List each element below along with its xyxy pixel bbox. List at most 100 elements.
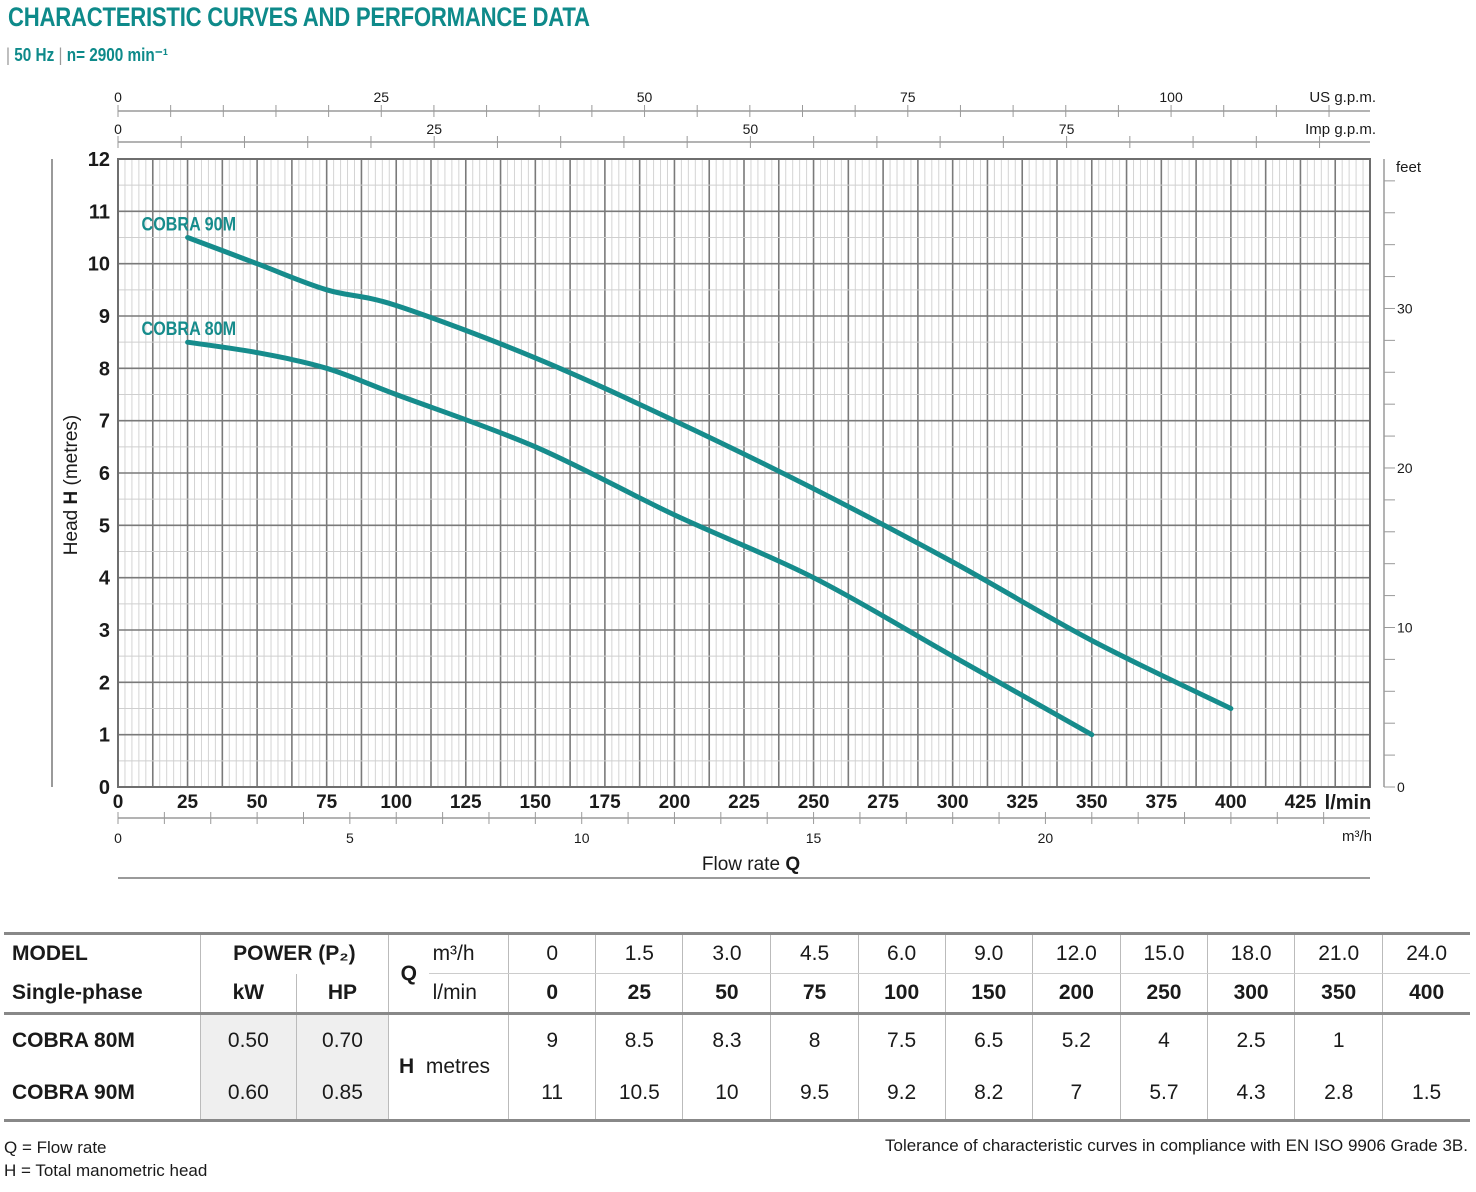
us-gpm-tick-label: 75 [900,89,916,105]
page-subtitle: | 50 Hz | n= 2900 min⁻¹ [6,45,168,66]
x-tick-label: 375 [1145,792,1177,813]
y-tick-label: 5 [99,515,110,537]
h-symbol: H [399,1055,415,1078]
imp-gpm-tick-label: 75 [1059,121,1075,137]
h-cell: 8 [770,1013,859,1067]
pump-curve-chart: 0 25 50 75 100 125 150 175 200 225 250 275 300 325 350… [51,89,1422,879]
kw-value: 0.50 [200,1013,297,1067]
feet-tick-label: 0 [1397,779,1405,795]
x-tick-label: 325 [1006,792,1038,813]
h-note: H = Total manometric head [4,1161,208,1180]
y-tick-label: 2 [99,672,110,694]
chart-axes: 0 25 50 75 100 125 150 175 200 225 250 275 300 325 350… [88,89,1422,846]
table-row: COBRA 90M 0.60 0.85 11 10.5 10 9.5 9.2 8… [4,1067,1470,1121]
q-header: Q [388,933,429,1014]
x-tick-label: 100 [380,792,412,813]
h-cell: 5.2 [1032,1013,1121,1067]
us-gpm-tick-label: 50 [637,89,653,105]
chart-grid [117,158,1371,788]
m3h-cell: 15.0 [1120,933,1209,974]
x-tick-label: 425 [1285,792,1317,813]
feet-tick-label: 20 [1397,460,1413,476]
speed-label: n= 2900 min⁻¹ [66,45,168,65]
table-row: COBRA 80M 0.50 0.70 H metres 9 8.5 8.3 8… [4,1013,1470,1121]
lmin-cell: 50 [682,973,772,1014]
m3h-cell: 4.5 [770,933,859,974]
m3h-tick-label: 0 [114,830,122,846]
y-tick-label: 6 [99,463,110,485]
lmin-cell: 200 [1032,973,1121,1014]
model-name: COBRA 90M [4,1067,201,1121]
table-header-row-2: Single-phase kW HP l/min 0 25 50 75 100 … [4,973,1470,1014]
page-title: CHARACTERISTIC CURVES AND PERFORMANCE DA… [8,2,590,32]
y-tick-label: 0 [99,777,110,799]
cobra-80m-curve [185,339,1095,738]
y-tick-label: 9 [99,306,110,328]
x-tick-label: 150 [519,792,551,813]
m3h-cell: 1.5 [595,933,684,974]
table-header-row-1: MODEL POWER (P₂) Q m³/h 0 1.5 3.0 4.5 6.… [4,933,1470,1014]
x-tick-label: 175 [589,792,621,813]
h-cell: 1 [1294,1013,1384,1067]
x-tick-label: 25 [177,792,199,813]
lmin-cell: 300 [1207,973,1296,1014]
x-tick-label: 75 [316,792,338,813]
performance-table: MODEL POWER (P₂) Q m³/h 0 1.5 3.0 4.5 6.… [4,932,1470,1122]
h-cell: 8.3 [682,1013,772,1067]
h-cell [1383,1014,1470,1068]
x-tick-label: 300 [937,792,969,813]
y-tick-label: 3 [99,620,110,642]
m3h-cell: 9.0 [945,933,1033,974]
x-tick-label: 125 [450,792,482,813]
m3h-unit-label: m³/h [428,933,510,974]
h-cell: 2.5 [1207,1013,1296,1067]
lmin-cell: 400 [1382,973,1470,1014]
m3h-unit-label: m³/h [1342,828,1372,845]
frequency-label: 50 Hz [14,45,55,65]
x-tick-label: 200 [659,792,691,813]
cobra-90m-label: COBRA 90M [142,213,236,235]
m3h-cell: 6.0 [858,933,946,974]
lmin-cell: 250 [1120,973,1209,1014]
x-tick-label: 400 [1215,792,1247,813]
us-gpm-unit-label: US g.p.m. [1309,89,1376,106]
q-note: Q = Flow rate [4,1138,107,1157]
us-gpm-tick-label: 100 [1159,89,1183,105]
x-tick-label: 250 [798,792,830,813]
lmin-cell: 100 [858,973,946,1014]
separator: | [6,45,10,65]
h-cell: 9.5 [770,1067,859,1121]
x-tick-label: 275 [867,792,899,813]
lmin-cell: 25 [595,973,684,1014]
h-cell: 4 [1120,1013,1209,1067]
imp-gpm-tick-label: 50 [743,121,759,137]
h-cell: 7.5 [858,1013,946,1067]
x-tick-label: 50 [247,792,268,813]
m3h-cell: 12.0 [1032,933,1121,974]
phase-header: Single-phase [4,973,201,1014]
h-cell: 8.2 [945,1067,1033,1121]
feet-tick-label: 30 [1397,300,1413,316]
hp-value: 0.70 [296,1013,390,1067]
feet-unit-label: feet [1396,159,1422,176]
kw-header: kW [200,973,297,1014]
m3h-tick-label: 20 [1038,830,1054,846]
hp-value: 0.85 [296,1067,390,1121]
model-header: MODEL [4,933,201,974]
m3h-cell: 24.0 [1382,933,1470,974]
cobra-90m-curve [185,235,1234,711]
h-cell: 6.5 [945,1013,1033,1067]
y-tick-label: 10 [88,254,110,276]
m3h-cell: 21.0 [1294,933,1384,974]
y-tick-label: 11 [89,201,110,223]
h-cell: 11 [508,1067,597,1121]
power-header: POWER (P₂) [200,933,390,974]
chart-series: COBRA 90M COBRA 80M [142,213,1234,738]
m3h-cell: 18.0 [1207,933,1296,974]
h-cell: 1.5 [1412,1081,1442,1104]
h-metres-label: H metres [388,1013,510,1121]
m3h-cell: 0 [508,933,597,974]
metres-unit: metres [425,1055,491,1078]
h-cell: 2.8 [1294,1067,1384,1121]
lmin-cell: 150 [945,973,1033,1014]
